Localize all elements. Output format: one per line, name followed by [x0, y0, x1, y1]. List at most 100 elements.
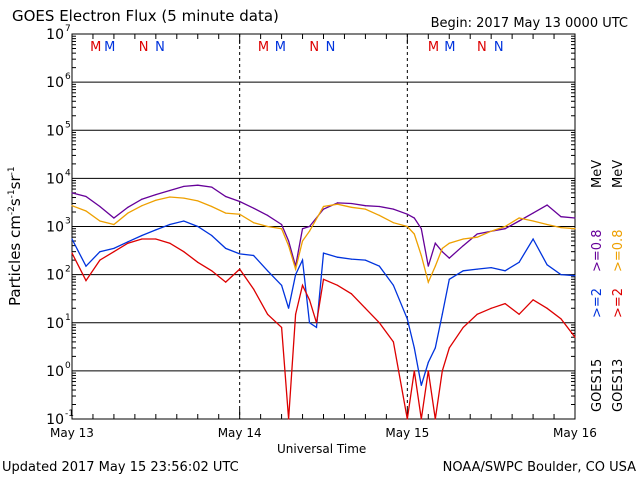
data-point — [336, 203, 339, 205]
series-line-1 — [71, 196, 576, 285]
data-point — [322, 252, 325, 254]
data-point — [532, 212, 534, 214]
chart-title: GOES Electron Flux (5 minute data) — [12, 7, 279, 25]
marker-M: M — [258, 40, 269, 55]
data-point — [211, 234, 213, 237]
data-point — [413, 233, 415, 235]
data-point — [294, 313, 297, 315]
data-point — [434, 265, 436, 267]
data-point — [301, 259, 304, 261]
data-point — [287, 307, 290, 309]
credit-label: NOAA/SWPC Boulder, CO USA — [442, 460, 636, 475]
data-point — [85, 280, 87, 282]
data-point — [253, 288, 255, 290]
data-point — [504, 270, 506, 272]
data-point — [280, 228, 283, 230]
y-tick-label: 10 — [46, 268, 64, 284]
data-point — [574, 217, 576, 219]
data-point — [434, 418, 436, 420]
data-point — [441, 370, 443, 372]
y-tick-label: 10 — [46, 171, 64, 187]
data-point — [350, 258, 353, 260]
data-point — [413, 347, 415, 349]
data-point — [336, 202, 339, 204]
y-tick-label: 10 — [46, 220, 64, 236]
data-point — [413, 217, 415, 219]
updated-timestamp: Updated 2017 May 15 23:56:02 UTC — [2, 460, 239, 475]
data-point — [127, 241, 129, 243]
data-point — [315, 322, 318, 324]
data-point — [141, 238, 143, 240]
y-tick-exponent: 0 — [65, 361, 71, 371]
data-point — [462, 270, 464, 272]
data-point — [183, 220, 185, 222]
data-point — [294, 274, 297, 276]
data-point — [441, 247, 443, 250]
data-point — [322, 278, 325, 280]
data-point — [141, 205, 143, 207]
data-point — [85, 195, 87, 198]
data-point — [71, 238, 73, 240]
marker-N: N — [477, 40, 487, 55]
data-point — [532, 238, 534, 240]
data-point — [560, 216, 562, 218]
data-point — [267, 214, 269, 217]
data-point — [518, 220, 520, 222]
data-point — [462, 238, 464, 240]
data-point — [113, 217, 115, 219]
data-point — [169, 196, 171, 198]
data-point — [127, 242, 129, 244]
data-point — [490, 266, 492, 269]
y-tick-label: 10 — [46, 75, 64, 91]
data-point — [560, 226, 562, 229]
data-point — [99, 259, 101, 261]
goes13-08mev-label: >=0.8 — [611, 229, 626, 272]
data-point — [127, 206, 129, 208]
data-point — [301, 228, 304, 230]
goes15-label: GOES15 — [590, 358, 605, 412]
data-point — [476, 313, 478, 315]
data-point — [253, 207, 255, 209]
data-point — [287, 240, 290, 242]
data-point — [315, 326, 318, 329]
data-point — [574, 275, 576, 277]
data-point — [462, 326, 464, 329]
data-point — [490, 230, 492, 232]
data-point — [448, 257, 450, 259]
y-tick-label: 10 — [46, 316, 64, 332]
y-tick-exponent: 5 — [65, 120, 71, 130]
data-point — [441, 251, 443, 253]
data-point — [364, 208, 367, 210]
data-point — [169, 189, 171, 192]
data-point — [141, 234, 143, 237]
data-point — [392, 341, 394, 343]
data-point — [427, 265, 429, 267]
data-point — [267, 313, 269, 315]
data-point — [504, 225, 506, 228]
marker-N: N — [309, 40, 319, 55]
data-point — [308, 225, 311, 228]
y-tick-exponent: 4 — [65, 168, 71, 178]
marker-M: M — [90, 40, 101, 55]
data-point — [225, 212, 227, 214]
data-point — [532, 220, 534, 222]
mev-unit-label-2: MeV — [611, 159, 626, 188]
series-line-2 — [71, 220, 576, 386]
data-point — [239, 213, 241, 215]
data-point — [350, 206, 353, 208]
data-point — [560, 318, 562, 320]
data-point — [350, 293, 353, 295]
data-point — [71, 252, 73, 254]
data-point — [392, 284, 394, 286]
data-point — [427, 370, 429, 372]
data-point — [406, 225, 408, 228]
data-point — [308, 230, 311, 232]
y-tick-exponent: 2 — [65, 265, 71, 275]
data-point — [406, 418, 408, 420]
data-point — [518, 217, 520, 219]
data-point — [155, 194, 157, 196]
data-point — [364, 205, 367, 207]
data-point — [155, 199, 157, 201]
data-point — [239, 200, 241, 203]
